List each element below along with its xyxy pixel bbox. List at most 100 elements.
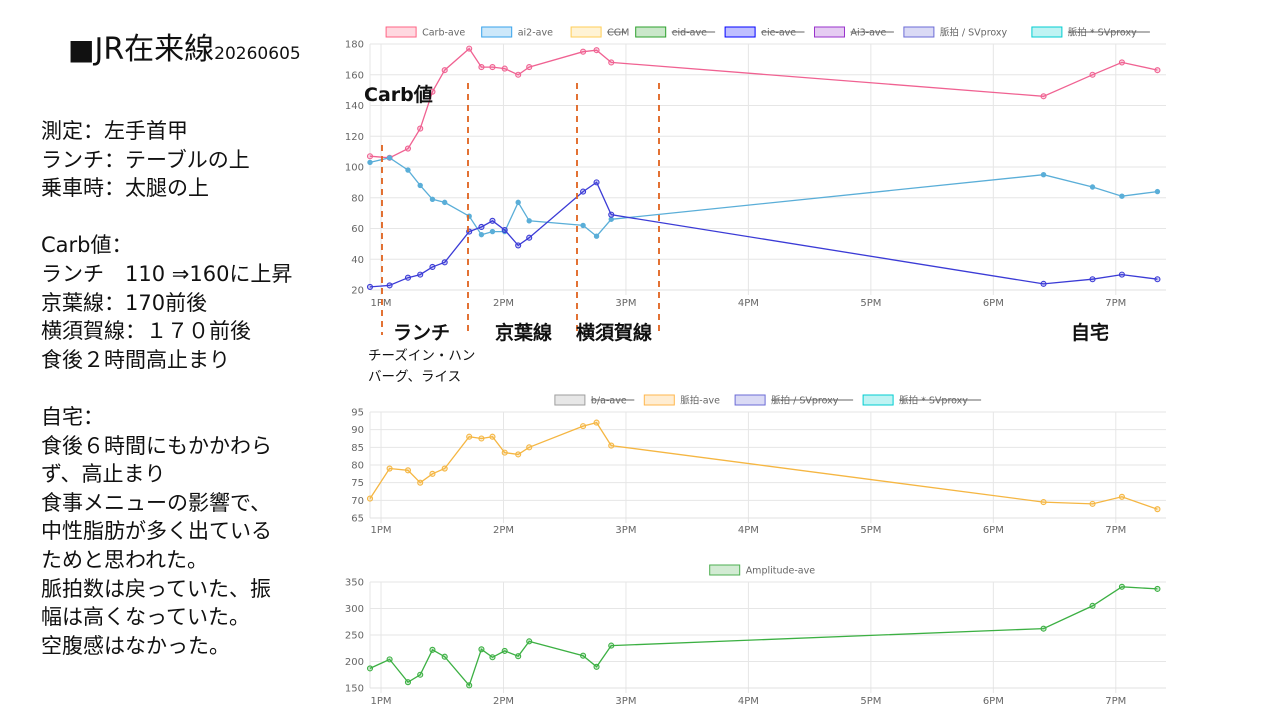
data-point — [1089, 184, 1096, 190]
carb-annotation: Carb値 — [364, 84, 433, 106]
legend-label: b/a-ave — [591, 396, 627, 407]
legend-swatch — [814, 26, 845, 38]
y-tick-label: 20 — [351, 286, 364, 297]
data-point — [478, 435, 485, 442]
menu-line-2: バーグ、ライス — [368, 369, 462, 385]
y-tick-label: 90 — [351, 425, 364, 436]
legend-label: 脈拍 / SVproxy — [940, 27, 1008, 39]
legend-swatch — [903, 26, 935, 38]
data-point — [1089, 71, 1096, 78]
data-point — [1119, 193, 1125, 199]
y-tick-label: 95 — [351, 408, 364, 419]
x-tick-label: 5PM — [860, 298, 881, 309]
data-point — [501, 449, 508, 456]
data-point — [1118, 271, 1125, 278]
data-point — [1118, 583, 1125, 590]
data-point — [386, 656, 393, 663]
data-point — [515, 199, 521, 206]
slide-title: ■JR在来線20260605 — [68, 24, 301, 68]
data-point — [441, 465, 448, 472]
data-point — [478, 223, 485, 231]
event-markers — [381, 83, 660, 335]
data-point — [442, 199, 448, 206]
series-line — [369, 421, 1158, 510]
legend-item[interactable]: 脈拍 * SVproxy — [1031, 26, 1150, 39]
data-point — [593, 179, 600, 186]
data-point — [501, 226, 508, 234]
x-tick-label: 7PM — [1105, 696, 1126, 707]
legend-swatch — [481, 26, 513, 38]
data-point — [417, 671, 424, 678]
data-point — [429, 88, 436, 95]
legend-item[interactable]: eie-ave — [724, 26, 805, 39]
data-point — [429, 196, 436, 202]
data-point — [417, 182, 423, 189]
data-point — [1040, 499, 1047, 506]
legend-item[interactable]: eid-ave — [635, 26, 716, 39]
note-line: 食事メニューの影響で、 — [41, 490, 272, 515]
x-tick-label: 1PM — [371, 525, 392, 536]
data-point — [593, 233, 600, 239]
y-tick-label: 80 — [351, 461, 364, 472]
data-point — [386, 465, 393, 472]
legend-item[interactable]: 脈拍 / SVproxy — [903, 26, 1008, 39]
data-point — [1040, 625, 1047, 632]
legend-swatch — [1031, 26, 1063, 38]
data-point — [404, 274, 412, 281]
x-tick-label: 5PM — [860, 525, 881, 536]
data-point — [1154, 506, 1161, 513]
data-point — [526, 444, 533, 451]
chart-pulse: 65 70 75 80 85 90 95 1PM 2PM 3PM 4PM 5PM 6PM 7PM b/a-a… — [351, 394, 1166, 536]
chart-amplitude: 150 200 250 300 350 1PM 2PM 3PM 4PM 5PM 6PM 7PM Ampl… — [345, 564, 1166, 707]
legend-item[interactable]: 脈拍 / SVproxy — [734, 394, 854, 407]
x-tick-label: 5PM — [860, 696, 881, 707]
legend-item[interactable]: 脈拍-ave — [643, 394, 720, 407]
data-point — [489, 433, 496, 440]
data-point — [526, 218, 532, 224]
data-point — [489, 64, 496, 71]
lunch-annotation: ランチ — [393, 322, 451, 344]
x-tick-label: 2PM — [493, 696, 514, 707]
data-point — [593, 663, 600, 670]
x-tick-label: 3PM — [615, 525, 636, 536]
x-tick-label: 1PM — [371, 696, 392, 707]
data-point — [608, 59, 615, 66]
legend-swatch — [385, 26, 417, 38]
note-line: 脈拍数は戻っていた、振 — [41, 576, 271, 601]
x-tick-label: 2PM — [493, 298, 514, 309]
notes-panel: 測定：左手首甲 ランチ：テーブルの上 乗車時：太腿の上 Carb値： ランチ 110 ⇒… — [41, 117, 341, 660]
legend-swatch — [643, 394, 675, 406]
y-tick-label: 75 — [351, 478, 364, 489]
legend-item[interactable]: Carb-ave — [385, 26, 465, 39]
data-point — [386, 282, 393, 289]
note-line: ランチ：テーブルの上 — [41, 147, 250, 172]
data-point — [1118, 493, 1125, 500]
series-line — [369, 157, 1158, 238]
keiyo-line-annotation: 京葉線 — [495, 322, 553, 344]
data-point — [501, 65, 508, 72]
legend-item[interactable]: CGM — [570, 26, 629, 39]
x-tick-label: 1PM — [371, 298, 392, 309]
y-tick-label: 120 — [345, 132, 364, 143]
x-tick-label: 2PM — [493, 525, 514, 536]
data-point — [608, 442, 615, 449]
data-point — [1040, 280, 1047, 287]
x-tick-label: 3PM — [615, 298, 636, 309]
data-point — [466, 682, 473, 689]
legend-item[interactable]: ai2-ave — [481, 26, 553, 39]
data-point — [1040, 171, 1047, 178]
data-point — [593, 47, 600, 54]
legend-label: eid-ave — [672, 28, 707, 39]
legend-item[interactable]: Amplitude-ave — [709, 564, 816, 577]
legend-label: Carb-ave — [422, 28, 465, 39]
data-point — [417, 479, 424, 486]
note-line: 空腹感はなかった。 — [41, 633, 230, 658]
legend-item[interactable]: Ai3-ave — [814, 26, 894, 39]
data-point — [580, 423, 587, 430]
legend-item[interactable]: b/a-ave — [554, 394, 635, 407]
data-point — [367, 159, 373, 166]
legend-label: Ai3-ave — [851, 28, 887, 39]
note-line: Carb値： — [41, 233, 133, 258]
x-tick-label: 3PM — [615, 696, 636, 707]
legend-item[interactable]: 脈拍 * SVproxy — [862, 394, 982, 407]
